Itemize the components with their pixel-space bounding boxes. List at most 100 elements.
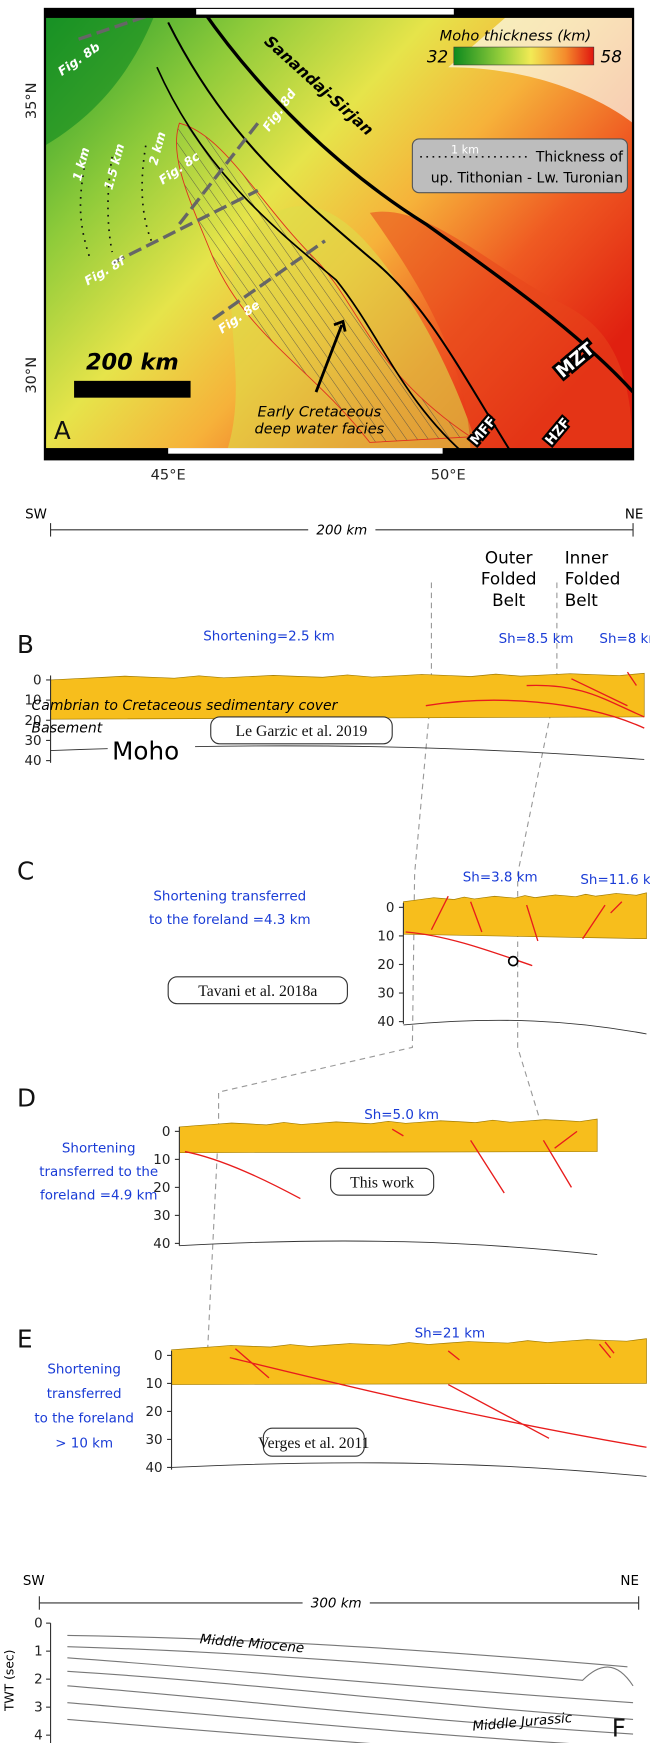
twt-tick-label: 0 — [34, 1617, 43, 1632]
belt-label: Belt — [492, 590, 526, 610]
scale-label: 200 km — [86, 350, 179, 376]
moho-line — [179, 1240, 598, 1256]
depth-tick-label: 0 — [386, 901, 395, 916]
depth-tick-label: 20 — [145, 1405, 162, 1420]
shortening-label: > 10 km — [55, 1436, 113, 1451]
sedimentary-cover — [171, 1338, 647, 1385]
legend-box — [411, 138, 629, 194]
legend-text: up. Tithonian - Lw. Turonian — [431, 171, 623, 187]
source-label: This work — [350, 1174, 414, 1191]
depth-tick-label: 20 — [377, 958, 394, 973]
source-box — [262, 1427, 365, 1457]
twt-tick-label: 1 — [34, 1645, 43, 1660]
belt-labels: Outer Folded Belt Inner Folded Belt — [481, 547, 621, 610]
belt-label: Folded — [481, 569, 537, 589]
sh-label: Sh=21 km — [415, 1326, 486, 1341]
depth-tick-label: 40 — [153, 1237, 170, 1252]
depth-tick-label: 10 — [153, 1153, 170, 1168]
source-label: Verges et al. 2011 — [258, 1435, 369, 1452]
faults — [184, 1128, 578, 1200]
panel-label: B — [17, 630, 34, 659]
shortening-label: Shortening — [62, 1142, 136, 1157]
lon-label: 45°E — [151, 466, 186, 483]
faults — [425, 671, 645, 729]
shortening-label: Shortening — [47, 1362, 121, 1377]
legend-sample: 1 km — [451, 143, 479, 156]
focal-mechanism — [507, 955, 519, 967]
sh-label: Sh=8.5 km — [499, 632, 574, 647]
sedimentary-cover — [179, 1118, 598, 1154]
source-box — [330, 1167, 435, 1196]
twt-tick-label: 3 — [34, 1701, 43, 1716]
sedimentary-cover — [403, 892, 647, 940]
shortening-label: transferred to the — [39, 1165, 158, 1180]
panel-label: C — [17, 856, 34, 885]
sections: B Shortening=2.5 km Sh=8.5 km Sh=8 km 0 10 20 3… — [17, 630, 650, 1477]
belt-label: Inner — [565, 547, 609, 567]
depth-tick-label: 40 — [145, 1461, 162, 1476]
moho-line — [171, 1462, 647, 1477]
shortening-label: to the foreland — [34, 1412, 134, 1427]
depth-tick-label: 10 — [145, 1377, 162, 1392]
source-label: Le Garzic et al. 2019 — [236, 723, 368, 740]
shortening-label: transferred — [47, 1387, 122, 1402]
panel-label: A — [54, 416, 71, 445]
cross-section: C Shortening transferred to the foreland =… — [17, 856, 650, 1035]
axis-title: TWT (sec) — [3, 1650, 17, 1713]
depth-tick-label: 0 — [33, 673, 42, 688]
shortening-label: to the foreland =4.3 km — [149, 913, 311, 928]
moho-line — [403, 1019, 647, 1035]
source-box — [167, 976, 348, 1005]
depth-tick-label: 40 — [377, 1015, 394, 1030]
scale-length: 300 km — [311, 1596, 362, 1611]
scale-end: NE — [625, 508, 644, 523]
belt-label: Outer — [485, 547, 533, 567]
twt-tick-label: 2 — [34, 1673, 43, 1688]
sh-label: Sh=3.8 km — [463, 871, 538, 886]
profile-scale: SW NE 200 km — [25, 508, 643, 539]
colorbar-title: Moho thickness (km) — [440, 27, 591, 44]
shortening-label: Shortening transferred — [153, 890, 306, 905]
depth-tick-label: 30 — [24, 734, 41, 749]
basement-label: Basement — [32, 721, 103, 737]
scale-end: SW — [25, 508, 47, 523]
annotation: deep water facies — [255, 421, 385, 438]
depth-tick-label: 10 — [24, 694, 41, 709]
panel-label: F — [612, 1713, 626, 1742]
scale-end: NE — [620, 1574, 639, 1589]
annotation: Early Cretaceous — [258, 404, 382, 421]
cross-section: E Shortening transferred to the foreland > 1… — [17, 1325, 647, 1477]
source-box — [210, 716, 393, 745]
panel-label: D — [17, 1084, 36, 1113]
panel-label: E — [17, 1325, 33, 1354]
depth-tick-label: 0 — [154, 1349, 163, 1364]
faults — [229, 1341, 647, 1448]
scale-length: 200 km — [316, 523, 367, 538]
moho-label: Moho — [112, 736, 179, 765]
sh-label: Sh=11.6 km — [580, 873, 650, 888]
sedimentary-cover — [50, 672, 645, 720]
depth-tick-label: 30 — [377, 987, 394, 1002]
depth-tick-label: 20 — [153, 1181, 170, 1196]
lon-label: 50°E — [431, 466, 466, 483]
shortening-label: foreland =4.9 km — [40, 1189, 158, 1204]
colorbar-min: 32 — [427, 47, 448, 67]
depth-tick-label: 30 — [153, 1209, 170, 1224]
cross-section: D Shortening transferred to the foreland =4… — [17, 1084, 598, 1256]
horizon-label: Middle Jurassic — [472, 1711, 574, 1735]
lat-label: 35°N — [23, 82, 40, 119]
colorbar-max: 58 — [601, 47, 622, 67]
depth-tick-label: 20 — [24, 714, 41, 729]
moho-mask — [107, 737, 196, 762]
faults — [405, 895, 623, 967]
sh-label: Sh=8 km — [599, 632, 650, 647]
cross-section: B Shortening=2.5 km Sh=8.5 km Sh=8 km 0 10 20 3… — [17, 630, 650, 769]
source-label: Tavani et al. 2018a — [198, 983, 317, 1000]
sh-label: Sh=5.0 km — [364, 1108, 439, 1123]
lat-label: 30°N — [23, 357, 40, 394]
depth-tick-label: 40 — [24, 754, 41, 769]
layer-label: Cambrian to Cretaceous sedimentary cover — [32, 698, 339, 714]
scale-bar — [74, 380, 191, 398]
